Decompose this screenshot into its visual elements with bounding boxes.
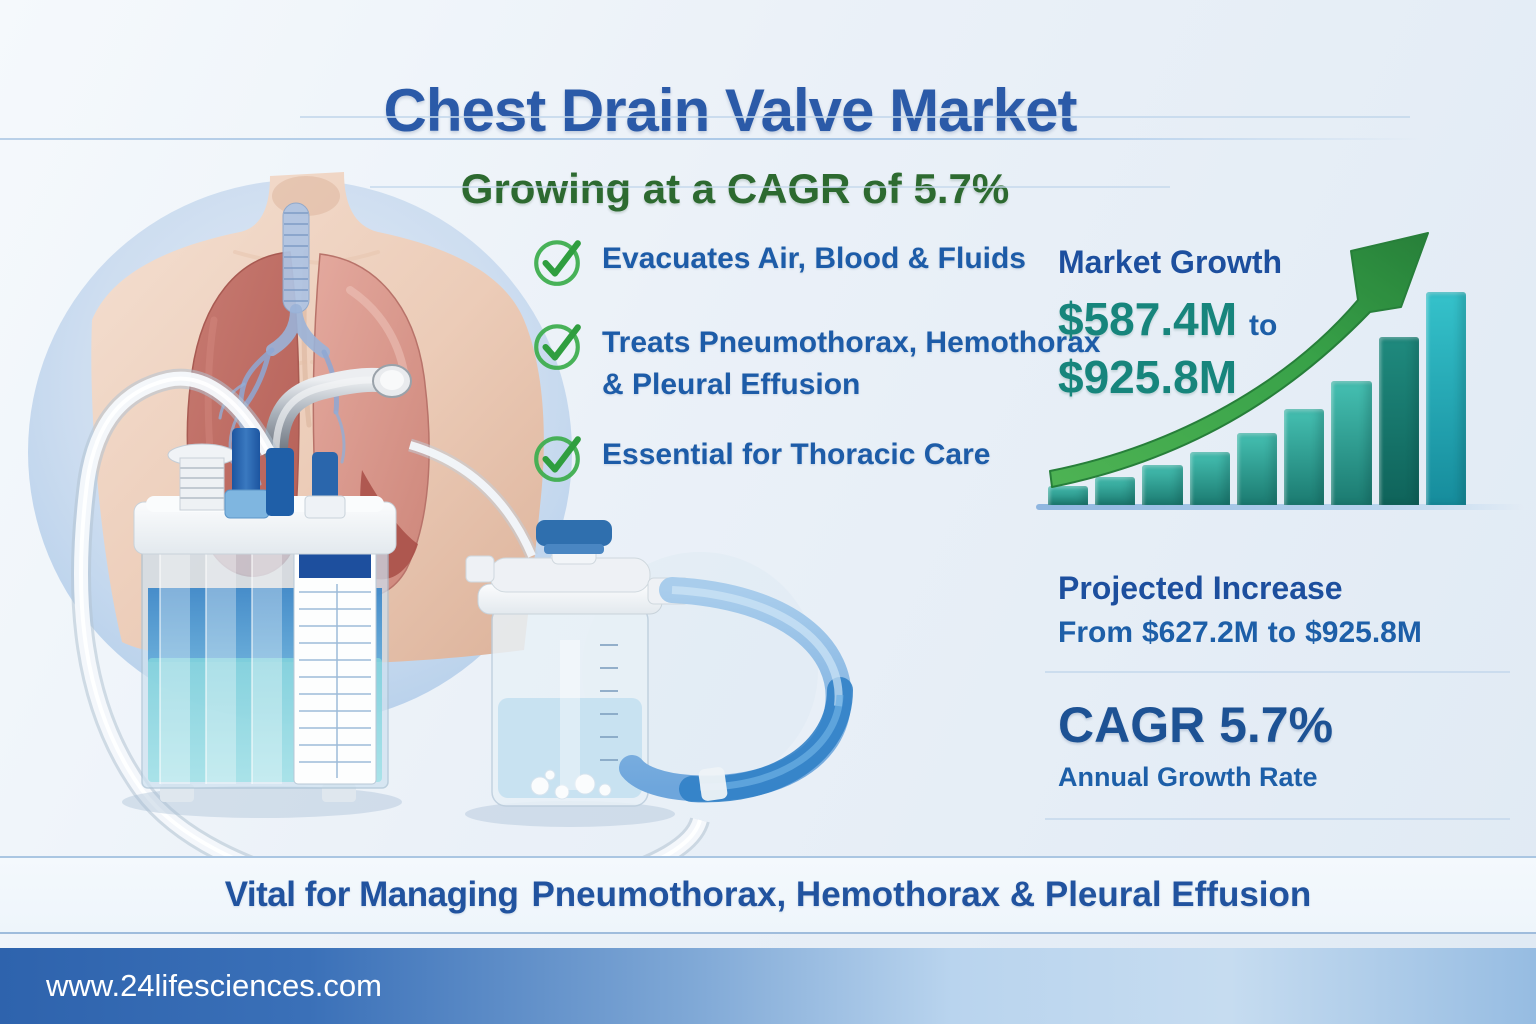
chart-bar <box>1236 433 1278 505</box>
vignette-circle <box>28 180 572 724</box>
check-circle-icon <box>534 324 581 370</box>
feature-label: Evacuates Air, Blood & Fluids <box>602 242 1026 275</box>
market-growth-bar-chart <box>1048 292 1466 505</box>
chest-drainage-unit-illustration <box>122 428 402 818</box>
chart-baseline <box>1036 504 1524 510</box>
chart-bar <box>1378 337 1419 505</box>
chart-bar <box>1331 381 1372 505</box>
cagr-sublabel: Annual Growth Rate <box>1058 762 1318 792</box>
subtitle: Growing at a CAGR of 5.7% <box>460 164 1010 212</box>
chart-bar <box>1048 486 1089 505</box>
cagr-headline: CAGR 5.7% <box>1058 697 1334 753</box>
suction-canister-illustration <box>465 520 818 827</box>
chest-tube-illustration <box>264 364 412 464</box>
projected-increase-values: From $627.2M to $925.8M <box>1058 616 1431 650</box>
projected-connector: to <box>1267 616 1297 649</box>
feature-item: Evacuates Air, Blood & Fluids <box>530 238 1026 288</box>
banner-lead-text: Vital for Managing <box>224 875 519 914</box>
chart-bar <box>1189 452 1230 505</box>
chart-bar <box>1142 465 1183 505</box>
trachea-illustration <box>218 202 346 486</box>
check-circle-icon <box>534 240 581 286</box>
feature-label: Essential for Thoracic Care <box>602 438 991 471</box>
feature-item: Essential for Thoracic Care <box>530 434 990 484</box>
projected-increase-heading: Projected Increase <box>1058 570 1343 606</box>
blue-tubing <box>619 577 853 803</box>
feature-label: Treats Pneumothorax, Hemothorax & Pleura… <box>602 326 1101 401</box>
chart-bar <box>1095 477 1136 505</box>
header-divider-top <box>300 116 1410 118</box>
bottom-banner: Vital for Managing Pneumothorax, Hemotho… <box>0 856 1536 934</box>
chart-bar <box>1425 292 1466 505</box>
lungs-illustration <box>186 251 430 598</box>
banner-emphasis-text: Pneumothorax, Hemothorax & Pleural Effus… <box>531 875 1312 914</box>
footer-bar: www.24lifesciences.com <box>0 948 1536 1024</box>
market-growth-heading: Market Growth <box>1058 244 1283 280</box>
check-circle-icon <box>534 436 581 482</box>
projected-from-value: $627.2M <box>1142 616 1259 649</box>
header-divider-wide <box>0 138 1420 140</box>
chart-bar <box>1284 409 1325 505</box>
right-column-divider <box>1045 671 1510 673</box>
right-column-divider-bottom <box>1045 818 1510 820</box>
website-url: www.24lifesciences.com <box>46 968 382 1003</box>
projected-prefix: From <box>1058 616 1133 649</box>
projected-to-value: $925.8M <box>1305 616 1422 649</box>
feature-item: Treats Pneumothorax, Hemothorax & Pleura… <box>530 322 1102 406</box>
torso-illustration <box>91 172 544 664</box>
subtitle-divider <box>370 186 1170 188</box>
page-title: Chest Drain Valve Market <box>383 77 1078 145</box>
